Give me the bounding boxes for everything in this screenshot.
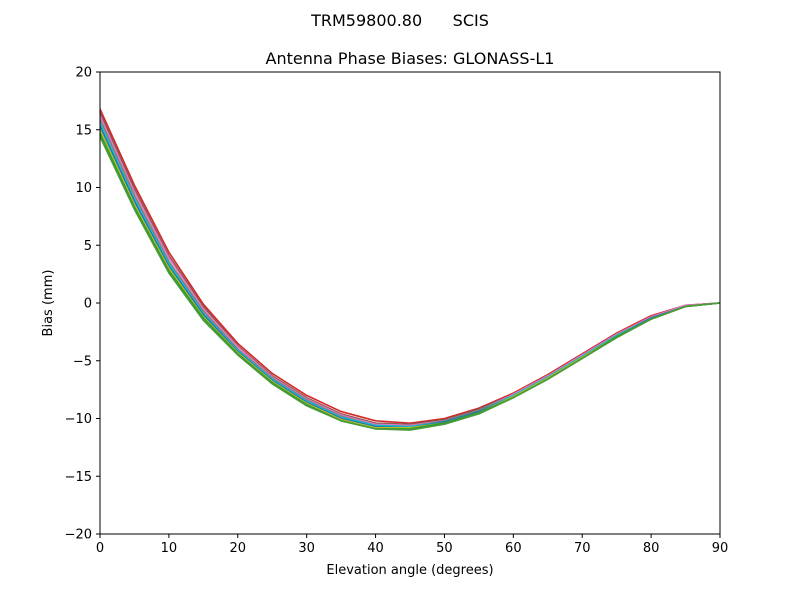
series-line-9 (100, 135, 720, 431)
y-tick-label: 15 (75, 123, 92, 138)
y-tick-label: −10 (65, 412, 92, 427)
series-group (100, 108, 720, 431)
y-tick-label: 0 (84, 297, 92, 312)
x-tick-label: 30 (298, 541, 315, 556)
x-tick-label: 60 (505, 541, 522, 556)
x-tick-label: 90 (712, 541, 729, 556)
x-axis-label: Elevation angle (degrees) (326, 563, 493, 578)
x-tick-label: 10 (161, 541, 178, 556)
series-line-1 (100, 108, 720, 424)
y-tick-label: 10 (75, 181, 92, 196)
x-tick-label: 0 (96, 541, 104, 556)
y-tick-label: −15 (65, 470, 92, 485)
series-line-8 (100, 132, 720, 430)
chart-title: Antenna Phase Biases: GLONASS-L1 (266, 49, 555, 68)
y-tick-label: −5 (73, 354, 92, 369)
x-tick-label: 50 (436, 541, 453, 556)
y-tick-label: 5 (84, 239, 92, 254)
x-tick-label: 80 (643, 541, 660, 556)
y-tick-label: 20 (75, 66, 92, 81)
series-line-3 (100, 115, 720, 427)
x-tick-label: 70 (574, 541, 591, 556)
y-tick-label: −20 (65, 528, 92, 543)
series-line-7 (100, 128, 720, 429)
plot-area: 0 10 20 30 40 50 60 70 80 90 −20 −15 −10 −5 0 5 10 15 20 (65, 66, 729, 557)
y-axis-label: Bias (mm) (41, 270, 56, 337)
x-tick-label: 40 (367, 541, 384, 556)
x-tick-label: 20 (230, 541, 247, 556)
series-line-2 (100, 111, 720, 426)
series-line-5 (100, 122, 720, 428)
chart-suptitle: TRM59800.80 SCIS (310, 11, 489, 30)
series-line-6 (100, 125, 720, 429)
series-line-4 (100, 118, 720, 428)
